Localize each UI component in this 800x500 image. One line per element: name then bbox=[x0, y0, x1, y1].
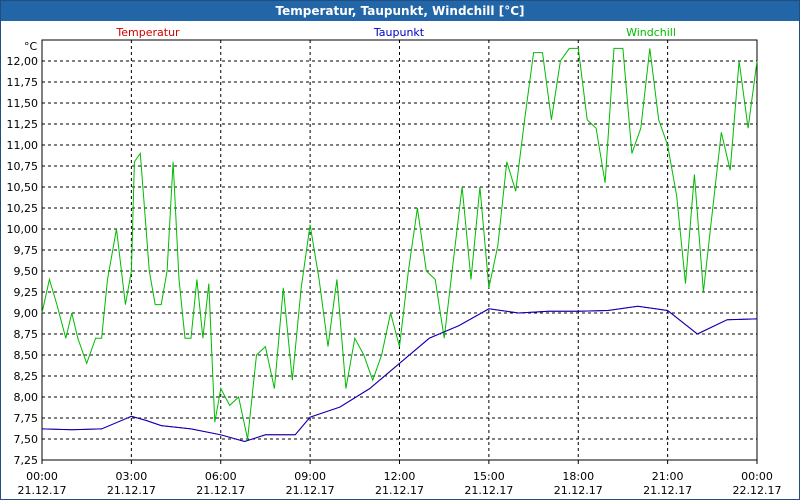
y-tick-label: 8,25 bbox=[14, 370, 39, 383]
y-tick-label: 9,75 bbox=[14, 244, 39, 257]
chart-title: Temperatur, Taupunkt, Windchill [°C] bbox=[1, 1, 799, 21]
y-tick-label: 11,00 bbox=[7, 139, 39, 152]
y-tick-label: 11,25 bbox=[7, 118, 39, 131]
y-axis-labels: 12,00 11,75 11,50 11,25 11,00 10,75 10,50 10,25… bbox=[7, 55, 39, 467]
y-unit-label: °C bbox=[24, 40, 38, 53]
y-tick-label: 12,00 bbox=[7, 55, 39, 68]
legend-temperatur: Temperatur bbox=[115, 26, 180, 39]
y-tick-label: 9,00 bbox=[14, 307, 39, 320]
y-tick-label: 7,75 bbox=[14, 412, 39, 425]
x-tick-time: 09:00 bbox=[294, 470, 326, 483]
x-tick-time: 18:00 bbox=[562, 470, 594, 483]
x-tick-time: 00:00 bbox=[26, 470, 58, 483]
legend-taupunkt: Taupunkt bbox=[373, 26, 425, 39]
y-tick-label: 8,50 bbox=[14, 349, 39, 362]
x-tick-time: 21:00 bbox=[652, 470, 684, 483]
series-line-windchill bbox=[41, 47, 758, 440]
x-axis-labels: 00:0021.12.1703:0021.12.1706:0021.12.170… bbox=[18, 460, 782, 497]
y-tick-label: 7,25 bbox=[14, 454, 39, 467]
y-tick-label: 9,25 bbox=[14, 286, 39, 299]
y-tick-label: 10,75 bbox=[7, 160, 39, 173]
x-tick-time: 06:00 bbox=[205, 470, 237, 483]
y-tick-label: 11,50 bbox=[7, 97, 39, 110]
y-tick-label: 11,75 bbox=[7, 76, 39, 89]
y-tick-label: 8,00 bbox=[14, 391, 39, 404]
x-tick-time: 00:00 bbox=[741, 470, 773, 483]
y-tick-label: 10,00 bbox=[7, 223, 39, 236]
x-tick-date: 21.12.17 bbox=[18, 484, 67, 497]
y-tick-label: 9,50 bbox=[14, 265, 39, 278]
y-tick-label: 7,50 bbox=[14, 433, 39, 446]
x-tick-date: 21.12.17 bbox=[554, 484, 603, 497]
x-tick-date: 22.12.17 bbox=[733, 484, 782, 497]
x-tick-time: 15:00 bbox=[473, 470, 505, 483]
legend-windchill: Windchill bbox=[626, 26, 676, 39]
x-tick-time: 12:00 bbox=[384, 470, 416, 483]
legend: Temperatur Taupunkt Windchill bbox=[115, 26, 676, 39]
x-tick-date: 21.12.17 bbox=[464, 484, 513, 497]
series-lines bbox=[41, 47, 758, 443]
y-tick-label: 10,50 bbox=[7, 181, 39, 194]
x-tick-date: 21.12.17 bbox=[286, 484, 335, 497]
y-tick-label: 10,25 bbox=[7, 202, 39, 215]
y-tick-label: 8,75 bbox=[14, 328, 39, 341]
grid-lines bbox=[42, 40, 757, 460]
series-line-taupunkt bbox=[41, 305, 758, 443]
x-tick-date: 21.12.17 bbox=[643, 484, 692, 497]
x-tick-time: 03:00 bbox=[116, 470, 148, 483]
x-tick-date: 21.12.17 bbox=[375, 484, 424, 497]
x-tick-date: 21.12.17 bbox=[196, 484, 245, 497]
x-tick-date: 21.12.17 bbox=[107, 484, 156, 497]
